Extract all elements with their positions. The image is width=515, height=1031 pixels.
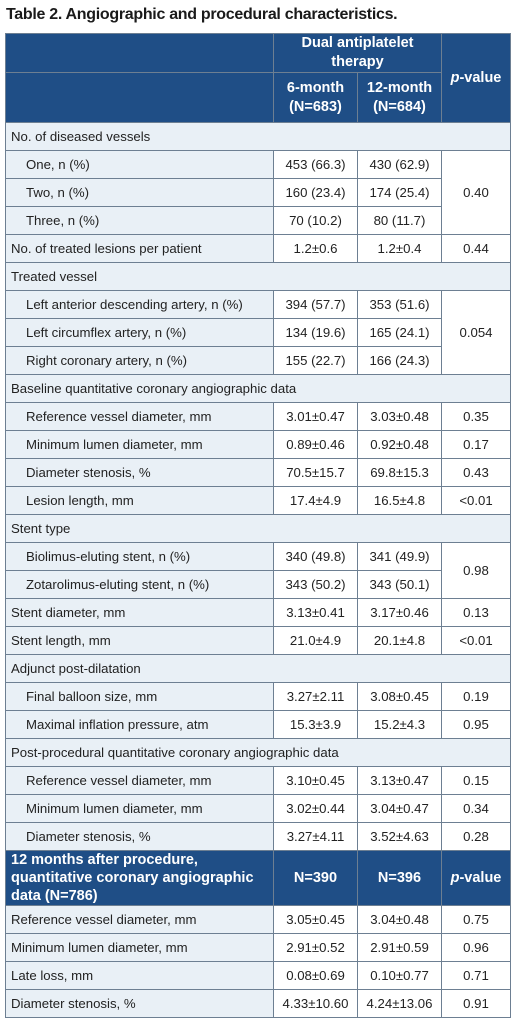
- table-row: Diameter stenosis, % 3.27±4.11 3.52±4.63 0.…: [5, 822, 511, 851]
- table-row: Two, n (%) 160 (23.4) 174 (25.4): [5, 178, 511, 207]
- section-row: No. of diseased vessels: [5, 122, 511, 151]
- table-row: No. of treated lesions per patient 1.2±0.…: [5, 234, 511, 263]
- followup-pvalue: p-value: [441, 850, 511, 906]
- table-row: Stent length, mm 21.0±4.9 20.1±4.8 <0.01: [5, 626, 511, 655]
- table-row: One, n (%) 453 (66.3) 430 (62.9) 0.40: [5, 150, 511, 235]
- table-row: Diameter stenosis, % 4.33±10.60 4.24±13.06…: [5, 989, 511, 1018]
- table-row: Biolimus-eluting stent, n (%) 340 (49.8) 3…: [5, 542, 511, 599]
- header-group: Dual antiplatelet therapy: [273, 33, 442, 73]
- table-row: Reference vessel diameter, mm 3.10±0.45 3.…: [5, 766, 511, 795]
- header-row-1: Dual antiplatelet therapy p-value: [5, 33, 511, 123]
- table-title: Table 2. Angiographic and procedural cha…: [6, 6, 398, 23]
- table-row: Lesion length, mm 17.4±4.9 16.5±4.8 <0.01: [5, 486, 511, 515]
- followup-label: 12 months after procedure, quantitative …: [5, 850, 274, 906]
- section-row: Stent type: [5, 514, 511, 543]
- section-row: Baseline quantitative coronary angiograp…: [5, 374, 511, 403]
- table-row: Three, n (%) 70 (10.2) 80 (11.7): [5, 206, 511, 235]
- table-row: Right coronary artery, n (%) 155 (22.7) 16…: [5, 346, 511, 375]
- table-row: Stent diameter, mm 3.13±0.41 3.17±0.46 0.13: [5, 598, 511, 627]
- header-blank-2: [5, 72, 274, 123]
- table-row: Reference vessel diameter, mm 3.01±0.47 3.…: [5, 402, 511, 431]
- table-row: Left circumflex artery, n (%) 134 (19.6) 1…: [5, 318, 511, 347]
- table-row: Minimum lumen diameter, mm 0.89±0.46 0.92±…: [5, 430, 511, 459]
- table-row: Diameter stenosis, % 70.5±15.7 69.8±15.3 0.…: [5, 458, 511, 487]
- header-row-2: 6-month (N=683) 12-month (N=684): [5, 72, 511, 123]
- table-row: Final balloon size, mm 3.27±2.11 3.08±0.45…: [5, 682, 511, 711]
- section-row: Post-procedural quantitative coronary an…: [5, 738, 511, 767]
- table-row: Reference vessel diameter, mm 3.05±0.45 3.…: [5, 905, 511, 934]
- characteristics-table: Dual antiplatelet therapy p-value 6-mont…: [5, 33, 511, 1018]
- followup-n2: N=396: [357, 850, 442, 906]
- section-row: Adjunct post-dilatation: [5, 654, 511, 683]
- table-row: Minimum lumen diameter, mm 2.91±0.52 2.91±…: [5, 933, 511, 962]
- table-row: Zotarolimus-eluting stent, n (%) 343 (50.…: [5, 570, 511, 599]
- header-col-12month: 12-month (N=684): [357, 72, 442, 123]
- table-row: Left anterior descending artery, n (%) 39…: [5, 290, 511, 375]
- table-row: Minimum lumen diameter, mm 3.02±0.44 3.04±…: [5, 794, 511, 823]
- table-row: Late loss, mm 0.08±0.69 0.10±0.77 0.71: [5, 961, 511, 990]
- section-row: Treated vessel: [5, 262, 511, 291]
- header-blank: [5, 33, 274, 73]
- table-row: Maximal inflation pressure, atm 15.3±3.9 1…: [5, 710, 511, 739]
- header-col-6month: 6-month (N=683): [273, 72, 358, 123]
- header-pvalue: p-value: [441, 33, 511, 123]
- followup-n1: N=390: [273, 850, 358, 906]
- followup-header-row: 12 months after procedure, quantitative …: [5, 850, 511, 906]
